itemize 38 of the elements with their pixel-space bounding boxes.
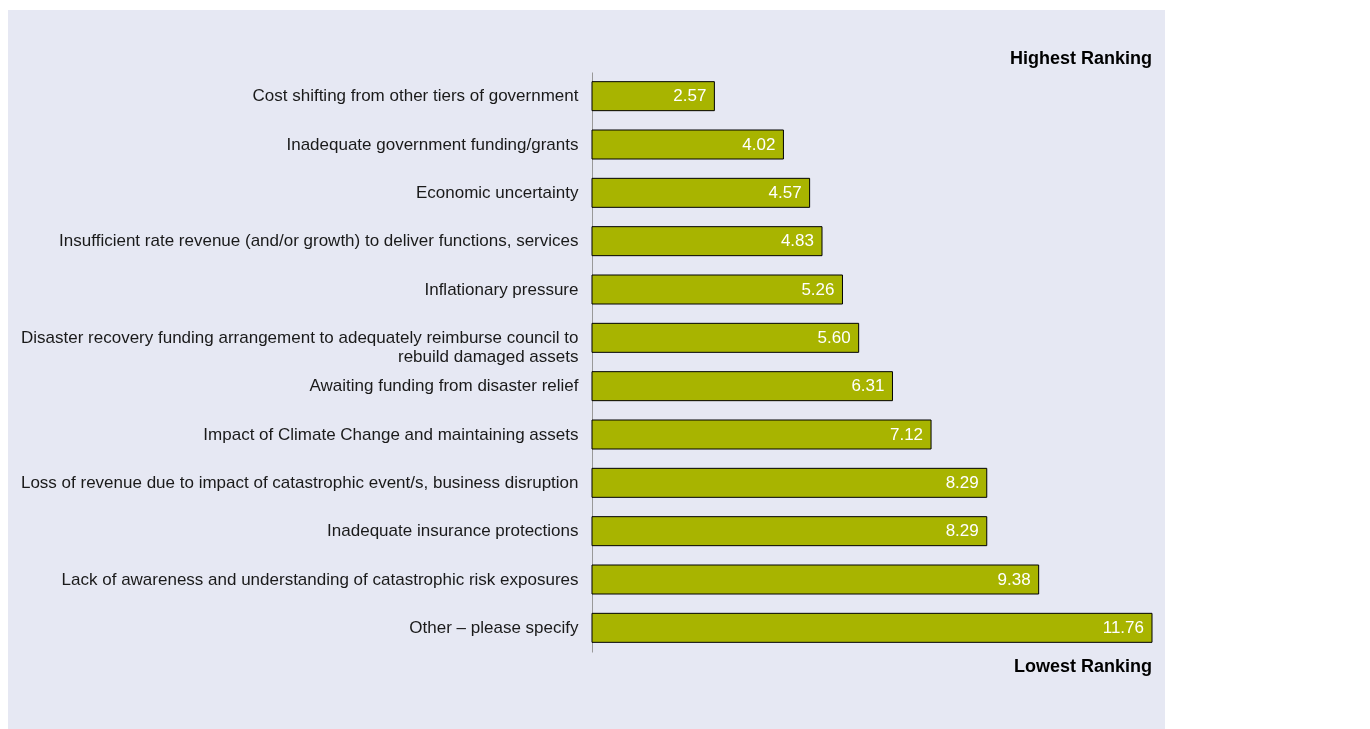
data-label: 5.60 xyxy=(817,327,851,347)
data-label: 4.83 xyxy=(780,231,814,251)
data-label: 8.29 xyxy=(945,472,979,492)
text: Lowest Ranking xyxy=(1013,656,1152,676)
data-label: 4.02 xyxy=(742,134,776,154)
bar xyxy=(591,371,893,402)
bar xyxy=(591,419,932,450)
y-tick-label: Cost shifting from other tiers of government xyxy=(252,86,579,106)
y-tick-label: Loss of revenue due to impact of catastrophic event/s, business disruption xyxy=(20,472,579,492)
text: Highest Ranking xyxy=(1009,48,1152,68)
bar xyxy=(591,612,1153,643)
bar xyxy=(591,322,860,353)
bar xyxy=(591,564,1040,595)
y-tick-label: Economic uncertainty xyxy=(415,182,579,202)
data-label: 9.38 xyxy=(997,569,1031,589)
data-label: 7.12 xyxy=(889,424,924,444)
y-tick-label: Disaster recovery funding arrangement to adequately reimburse council to rebuild damaged assets xyxy=(20,327,579,366)
y-tick-label: Awaiting funding from disaster relief xyxy=(309,376,579,396)
bar xyxy=(591,274,843,305)
data-label: 6.31 xyxy=(851,376,885,396)
y-tick-label: Other – please specify xyxy=(409,617,579,637)
data-label: 11.76 xyxy=(1102,617,1144,637)
bar xyxy=(591,177,811,208)
bar xyxy=(591,226,823,257)
data-label: 5.26 xyxy=(801,279,835,299)
y-tick-label: Inadequate insurance protections xyxy=(327,521,579,541)
bar xyxy=(591,516,988,547)
y-tick-label: Impact of Climate Change and maintaining assets xyxy=(203,424,579,444)
bar xyxy=(591,81,715,112)
bar xyxy=(591,467,988,498)
bar xyxy=(591,129,784,160)
y-tick-label: Inadequate government funding/grants xyxy=(286,134,579,154)
data-label: 2.57 xyxy=(673,86,707,106)
y-tick-label: Lack of awareness and understanding of catastrophic risk exposures xyxy=(61,569,579,589)
data-label: 4.57 xyxy=(768,182,802,202)
y-tick-label: Insufficient rate revenue (and/or growth) to deliver functions, services xyxy=(59,231,579,251)
data-label: 8.29 xyxy=(945,521,979,541)
y-tick-label: Inflationary pressure xyxy=(424,279,579,299)
